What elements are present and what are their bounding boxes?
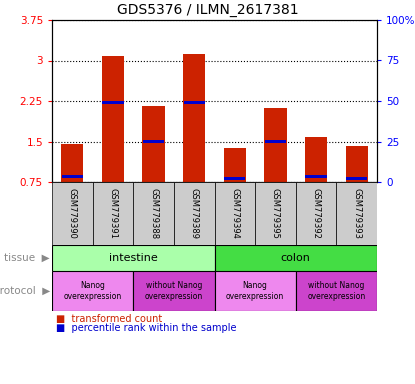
Bar	[215, 182, 255, 245]
Text: colon: colon	[281, 253, 311, 263]
Bar	[133, 182, 174, 245]
Bar	[265, 140, 286, 143]
Text: intestine: intestine	[109, 253, 158, 263]
Bar	[62, 175, 83, 178]
Text: GSM779392: GSM779392	[312, 188, 320, 239]
Bar	[61, 144, 83, 182]
Text: Nanog
overexpression: Nanog overexpression	[226, 281, 284, 301]
Text: GDS5376 / ILMN_2617381: GDS5376 / ILMN_2617381	[117, 3, 298, 17]
Bar	[52, 271, 133, 311]
Bar	[224, 177, 245, 180]
Text: GSM779389: GSM779389	[190, 188, 199, 239]
Bar	[346, 146, 368, 182]
Bar	[52, 182, 93, 245]
Bar	[305, 137, 327, 182]
Text: GSM779394: GSM779394	[230, 188, 239, 239]
Text: GSM779390: GSM779390	[68, 188, 77, 239]
Text: GSM779388: GSM779388	[149, 188, 158, 239]
Text: without Nanog
overexpression: without Nanog overexpression	[145, 281, 203, 301]
Text: GSM779393: GSM779393	[352, 188, 361, 239]
Bar	[52, 245, 215, 271]
Bar	[255, 182, 296, 245]
Text: Nanog
overexpression: Nanog overexpression	[63, 281, 122, 301]
Bar	[183, 101, 205, 104]
Bar	[305, 175, 327, 178]
Bar	[264, 108, 287, 182]
Bar	[296, 271, 377, 311]
Text: protocol  ▶: protocol ▶	[0, 286, 50, 296]
Bar	[215, 245, 377, 271]
Text: ■  percentile rank within the sample: ■ percentile rank within the sample	[56, 323, 237, 333]
Bar	[215, 271, 296, 311]
Bar	[143, 140, 164, 143]
Text: ■  transformed count: ■ transformed count	[56, 314, 162, 324]
Bar	[142, 106, 165, 182]
Bar	[93, 182, 133, 245]
Text: GSM779395: GSM779395	[271, 188, 280, 239]
Bar	[183, 54, 205, 182]
Bar	[337, 182, 377, 245]
Bar	[102, 56, 124, 182]
Bar	[346, 177, 367, 180]
Bar	[174, 182, 215, 245]
Bar	[224, 148, 246, 182]
Bar	[133, 271, 215, 311]
Text: GSM779391: GSM779391	[108, 188, 117, 239]
Text: tissue  ▶: tissue ▶	[4, 253, 50, 263]
Bar	[296, 182, 337, 245]
Bar	[103, 101, 124, 104]
Text: without Nanog
overexpression: without Nanog overexpression	[307, 281, 366, 301]
